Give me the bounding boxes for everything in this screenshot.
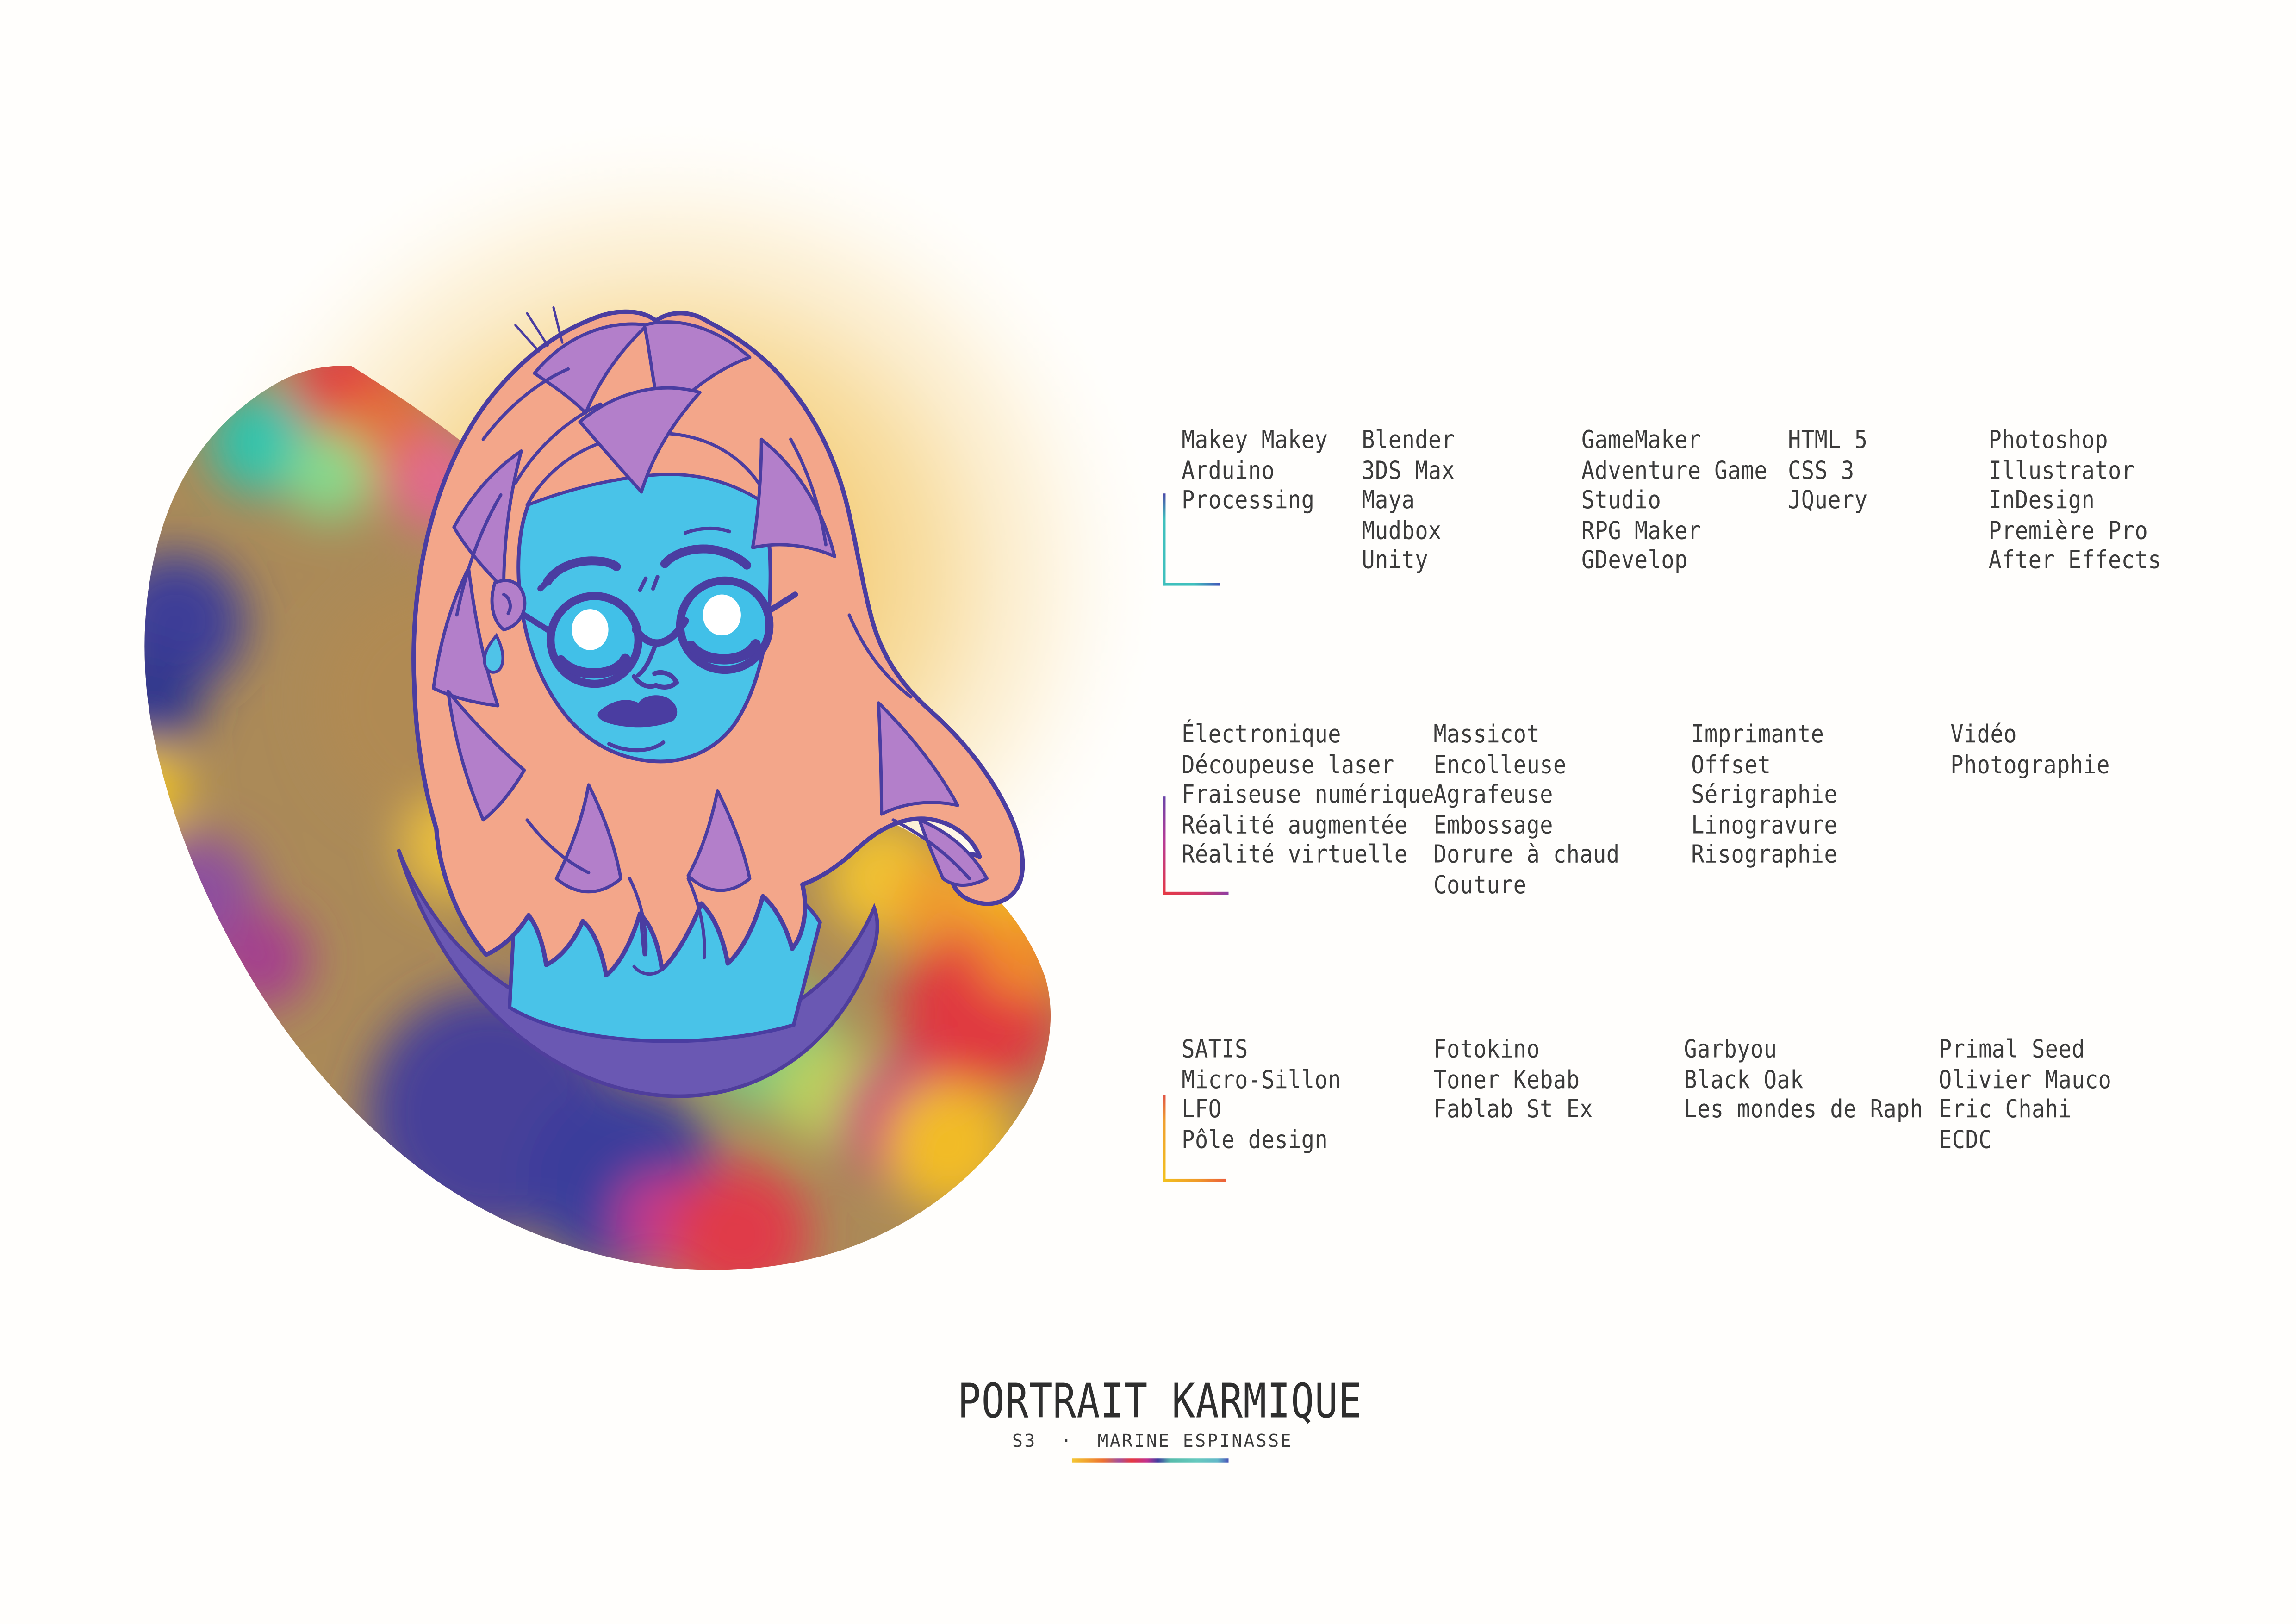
title-underline	[1071, 1458, 1229, 1463]
list-item: Fraiseuse numérique	[1182, 780, 1435, 810]
mouth	[597, 695, 678, 728]
list-item: Processing	[1182, 486, 1315, 516]
list-item: CSS 3	[1788, 456, 1854, 485]
skill-column-gamedev: GameMaker Adventure Game Studio RPG Maker GD…	[1581, 426, 1767, 576]
list-item: RPG Maker	[1581, 516, 1701, 546]
list-item: Micro-Sillon	[1182, 1065, 1341, 1095]
bracket-digital-vertical	[1162, 493, 1165, 586]
list-item: Couture	[1433, 870, 1527, 900]
list-item: Toner Kebab	[1433, 1065, 1580, 1095]
skill-column-satis: SATIS Micro-Sillon LFO Pôle design	[1182, 1035, 1341, 1155]
hair-fringe	[432, 306, 989, 959]
list-item: LFO	[1182, 1095, 1222, 1125]
skill-column-garbyou: Garbyou Black Oak Les mondes de Raph	[1684, 1035, 1923, 1126]
subtitle-author: MARINE ESPINASSE	[1097, 1431, 1293, 1451]
list-item: Olivier Mauco	[1939, 1065, 2112, 1095]
list-item: SATIS	[1182, 1035, 1248, 1065]
glasses-icon	[521, 576, 798, 688]
list-item: Agrafeuse	[1433, 780, 1553, 810]
bracket-fabrication-horizontal	[1162, 891, 1228, 896]
list-item: Fotokino	[1433, 1035, 1540, 1065]
skill-column-impression: Imprimante Offset Sérigraphie Linogravure Ri…	[1691, 721, 1837, 871]
list-item: Eric Chahi	[1939, 1095, 2072, 1125]
list-item: Sérigraphie	[1691, 780, 1838, 810]
list-item: HTML 5	[1788, 426, 1868, 455]
list-item: Embossage	[1433, 810, 1553, 840]
skill-column-adobe: Photoshop Illustrator InDesign Première Pro…	[1989, 426, 2161, 576]
tear-icon	[483, 633, 504, 674]
list-item: JQuery	[1788, 486, 1868, 516]
list-item: Garbyou	[1684, 1035, 1777, 1065]
list-item: Massicot	[1433, 720, 1540, 750]
skill-column-primal: Primal Seed Olivier Mauco Eric Chahi ECDC	[1939, 1035, 2111, 1155]
skill-column-faconnage: Massicot Encolleuse Agrafeuse Embossage Doru…	[1433, 721, 1619, 901]
bracket-digital-horizontal	[1162, 583, 1219, 586]
skill-column-makey: Makey Makey Arduino Processing	[1182, 426, 1328, 516]
list-item: 3DS Max	[1362, 456, 1455, 485]
list-item: Réalité augmentée	[1182, 810, 1408, 840]
list-item: Primal Seed	[1939, 1035, 2085, 1065]
bracket-references-vertical	[1162, 1095, 1165, 1182]
list-item: Black Oak	[1684, 1065, 1804, 1095]
list-item: Makey Makey	[1182, 426, 1328, 455]
list-item: Photoshop	[1988, 426, 2109, 455]
list-item: ECDC	[1939, 1125, 1992, 1155]
list-item: Les mondes de Raph	[1684, 1095, 1923, 1125]
list-item: Mudbox	[1362, 516, 1442, 546]
list-item: Dorure à chaud	[1433, 840, 1620, 870]
list-item: Électronique	[1182, 720, 1341, 750]
list-item: Blender	[1362, 426, 1455, 455]
list-item: Risographie	[1691, 840, 1838, 870]
list-item: Vidéo	[1950, 720, 2017, 750]
skill-column-3d: Blender 3DS Max Maya Mudbox Unity	[1362, 426, 1455, 576]
subtitle-separator-icon: ·	[1061, 1431, 1073, 1451]
list-item: Imprimante	[1691, 720, 1824, 750]
bracket-fabrication-vertical	[1162, 796, 1165, 895]
skill-column-electronique: Électronique Découpeuse laser Fraiseuse nu…	[1182, 721, 1434, 871]
eye-left	[572, 609, 609, 650]
skill-column-web: HTML 5 CSS 3 JQuery	[1788, 426, 1867, 516]
face-features	[537, 526, 752, 753]
page-subtitle: S3 · MARINE ESPINASSE	[958, 1431, 1347, 1451]
eye-right	[703, 594, 741, 636]
list-item: Arduino	[1182, 456, 1275, 485]
list-item: Fablab St Ex	[1433, 1095, 1593, 1125]
list-item: Première Pro	[1988, 516, 2148, 546]
list-item: Offset	[1691, 750, 1771, 780]
list-item: Illustrator	[1988, 456, 2135, 485]
list-item: Studio	[1581, 486, 1661, 516]
list-item: GDevelop	[1581, 546, 1688, 576]
skill-column-image: Vidéo Photographie	[1950, 721, 2110, 781]
list-item: Adventure Game	[1581, 456, 1768, 485]
skill-column-fotokino: Fotokino Toner Kebab Fablab St Ex	[1433, 1035, 1593, 1126]
list-item: InDesign	[1988, 486, 2095, 516]
list-item: Pôle design	[1182, 1125, 1328, 1155]
list-item: Réalité virtuelle	[1182, 840, 1408, 870]
list-item: Encolleuse	[1433, 750, 1567, 780]
page-title: PORTRAIT KARMIQUE	[958, 1373, 1363, 1429]
list-item: Photographie	[1950, 750, 2110, 780]
list-item: Découpeuse laser	[1182, 750, 1394, 780]
ear-and-tear	[483, 579, 527, 674]
list-item: Maya	[1362, 486, 1415, 516]
bracket-references-horizontal	[1162, 1178, 1225, 1182]
list-item: Linogravure	[1691, 810, 1838, 840]
list-item: Unity	[1362, 546, 1429, 576]
list-item: After Effects	[1988, 546, 2161, 576]
subtitle-code: S3	[1012, 1431, 1037, 1451]
list-item: GameMaker	[1581, 426, 1701, 455]
